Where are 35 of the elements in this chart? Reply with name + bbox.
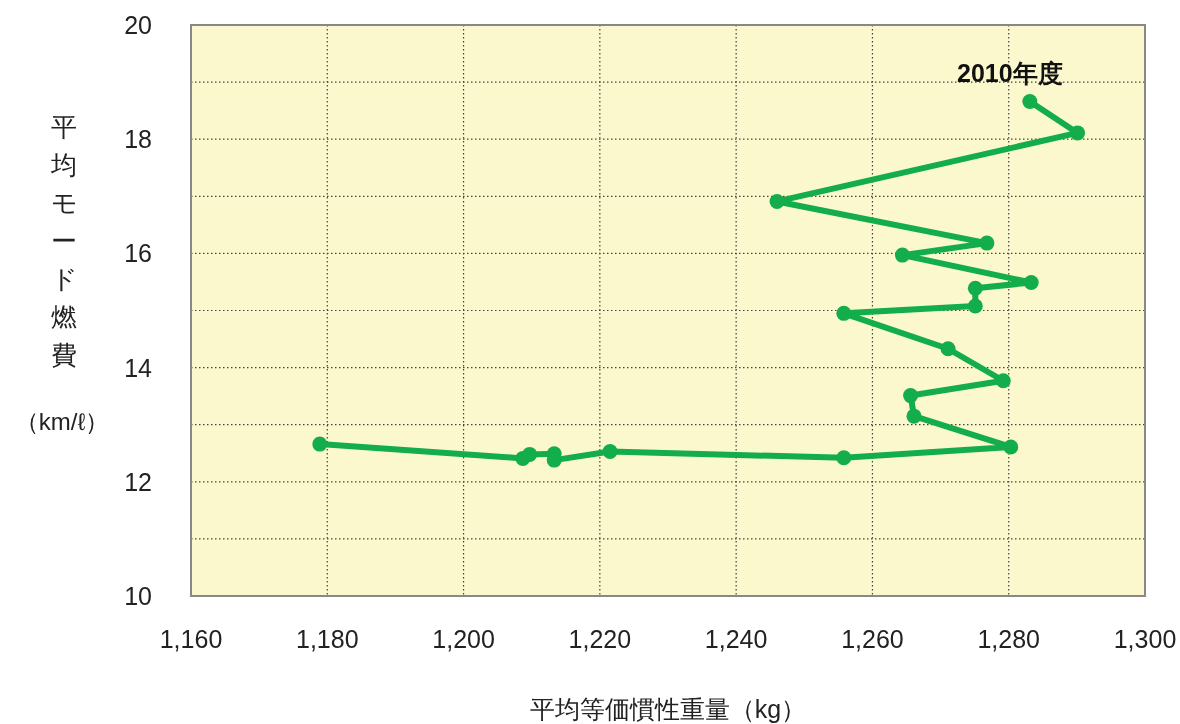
y-tick-label: 14	[124, 353, 153, 382]
point	[522, 446, 538, 462]
x-tick-label: 1,200	[432, 625, 495, 653]
point	[967, 298, 983, 314]
x-axis-title: 平均等価慣性重量（kg）	[529, 695, 807, 723]
point	[602, 444, 618, 460]
x-tick-label: 1,160	[159, 625, 223, 653]
x-tick-label: 1,300	[1113, 625, 1177, 653]
point	[906, 408, 922, 424]
y-tick-label: 18	[124, 125, 152, 154]
point	[967, 280, 983, 296]
x-tick-label: 1,240	[704, 625, 768, 653]
point	[1070, 125, 1086, 141]
point	[769, 193, 785, 209]
point	[1023, 275, 1039, 291]
point	[312, 436, 328, 452]
point	[940, 341, 956, 357]
x-tick-label: 1,260	[841, 625, 904, 653]
y-tick-label: 20	[124, 11, 152, 39]
ylabel: 平均モード燃費（km/ℓ）	[14, 112, 110, 435]
annotation: 2010年度	[957, 58, 1063, 87]
x-tick-label: 1,180	[296, 625, 359, 653]
y-tick-label: 12	[124, 467, 152, 496]
x-tick-label: 1,280	[977, 625, 1040, 653]
point	[836, 305, 852, 321]
point	[1003, 439, 1019, 455]
y-tick-label: 16	[124, 239, 152, 268]
point	[1022, 94, 1038, 110]
x-tick-label: 1,220	[568, 625, 632, 653]
point	[995, 373, 1011, 389]
point	[894, 247, 910, 263]
point	[979, 235, 995, 251]
point	[836, 450, 852, 466]
point	[903, 388, 919, 404]
y-tick-label: 10	[124, 582, 152, 610]
